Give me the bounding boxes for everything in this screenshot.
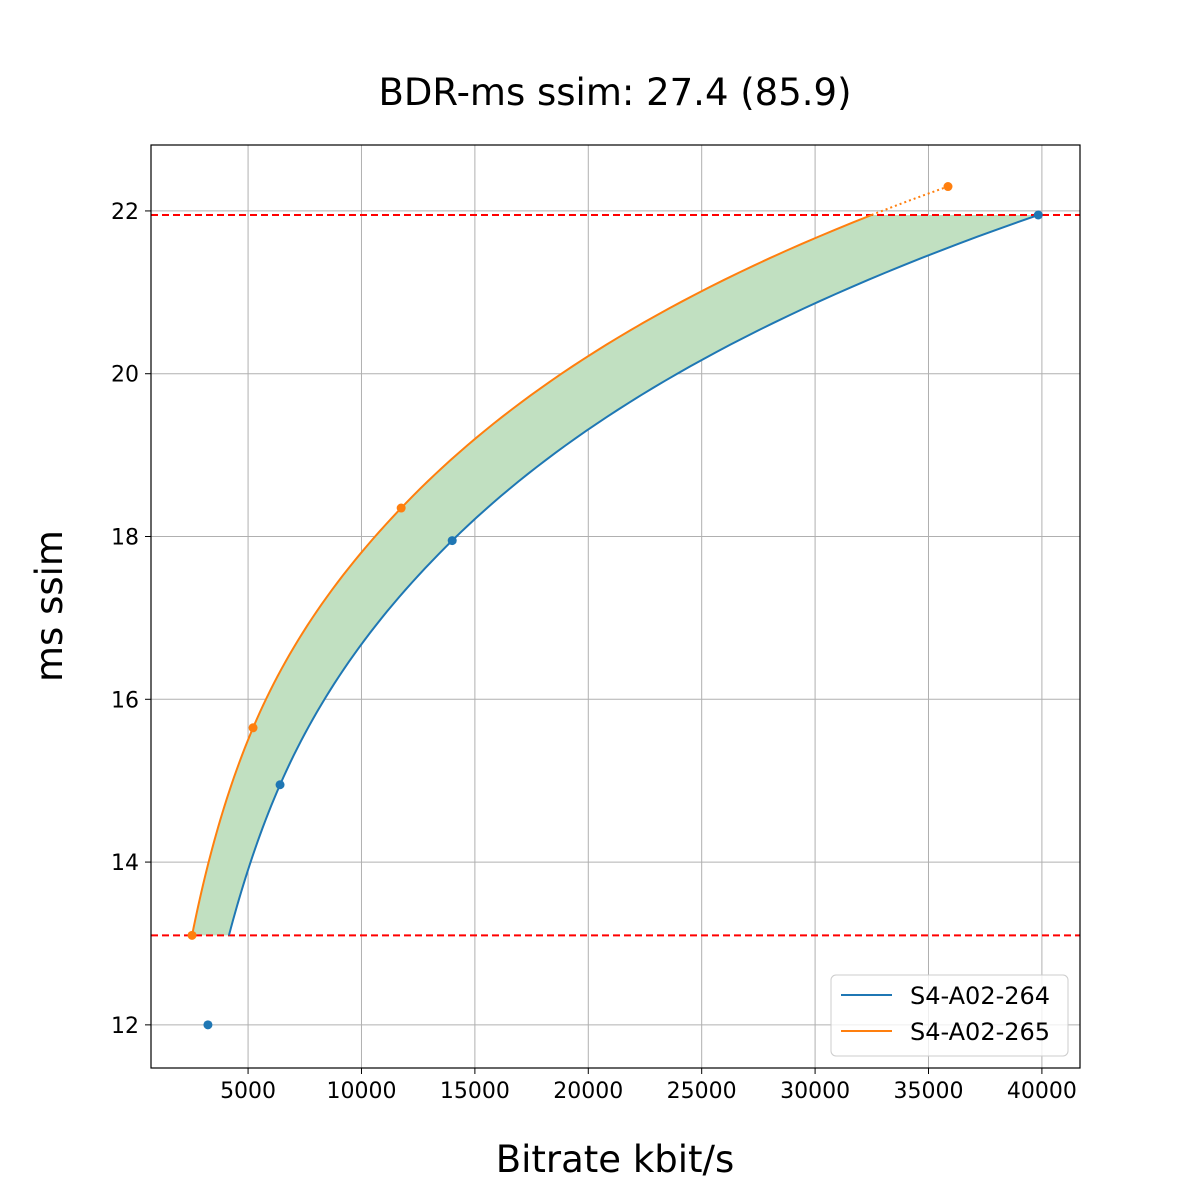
y-axis-label: ms ssim [28,530,71,682]
data-point [187,930,197,940]
data-point [248,723,258,733]
fill-area [192,214,1039,936]
y-tick-label: 20 [111,363,139,388]
x-tick-label: 10000 [326,1079,396,1104]
x-tick-label: 5000 [220,1079,276,1104]
data-point [203,1020,213,1030]
legend-label-265: S4-A02-265 [910,1018,1050,1046]
chart-title: BDR-ms ssim: 27.4 (85.9) [378,71,851,114]
x-tick-label: 30000 [780,1079,850,1104]
data-point [396,503,406,513]
series-layer [187,182,1043,1030]
y-tick-label: 22 [111,200,139,225]
data-point [447,536,457,546]
data-point [943,182,953,192]
plot-frame [150,144,1081,1069]
y-tick-label: 14 [111,851,139,876]
x-ticks: 5000 10000 15000 20000 25000 30000 35000 40000 [220,1068,1077,1104]
data-point [1033,210,1043,220]
y-ticks: 12 14 16 18 20 22 [111,200,151,1039]
grid [151,145,1080,1068]
fill-between [192,214,1039,936]
y-tick-label: 16 [111,688,139,713]
legend-label-264: S4-A02-264 [910,982,1050,1010]
y-tick-label: 12 [111,1014,139,1039]
x-tick-label: 25000 [667,1079,737,1104]
series-line [227,214,1039,936]
x-axis-label: Bitrate kbit/s [496,1138,735,1181]
x-tick-label: 35000 [893,1079,963,1104]
y-tick-label: 18 [111,526,139,551]
x-tick-label: 40000 [1007,1079,1077,1104]
reference-lines [151,213,1080,937]
series-line [191,214,872,936]
x-tick-label: 20000 [553,1079,623,1104]
legend: S4-A02-264 S4-A02-265 [830,974,1069,1057]
x-tick-label: 15000 [440,1079,510,1104]
data-point [275,780,285,790]
